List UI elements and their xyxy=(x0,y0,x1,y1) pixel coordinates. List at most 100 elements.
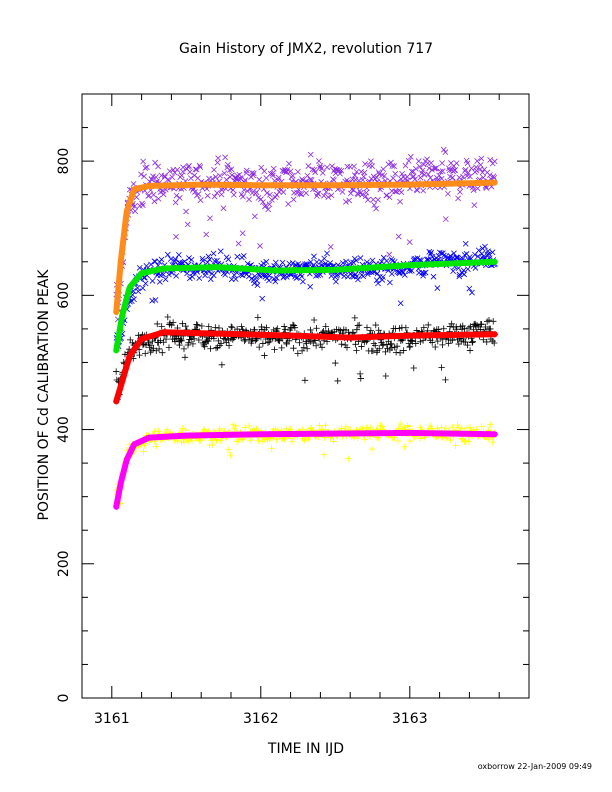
data-point xyxy=(220,205,227,212)
data-point xyxy=(184,221,191,228)
data-point xyxy=(341,273,348,280)
data-point xyxy=(199,258,206,264)
y-tick-label: 600 xyxy=(56,282,72,309)
data-point xyxy=(258,438,266,445)
data-point xyxy=(180,438,188,446)
data-point xyxy=(241,424,249,431)
data-point xyxy=(287,168,294,175)
data-point xyxy=(397,198,403,205)
data-point xyxy=(369,163,376,169)
data-point xyxy=(180,164,186,171)
data-point xyxy=(184,270,190,277)
data-point xyxy=(173,192,180,199)
fit-point xyxy=(128,281,135,288)
data-point xyxy=(470,321,478,328)
fit-curve-3 xyxy=(113,258,498,354)
data-point xyxy=(136,351,143,359)
data-point xyxy=(313,325,320,332)
data-point xyxy=(211,166,217,173)
fit-line xyxy=(113,429,498,510)
data-point xyxy=(273,275,280,281)
data-point xyxy=(472,265,479,271)
data-point xyxy=(160,191,167,198)
data-point xyxy=(210,272,217,279)
data-point xyxy=(439,168,446,175)
data-point xyxy=(205,323,212,330)
data-point xyxy=(225,342,233,349)
data-point xyxy=(483,185,490,191)
data-point xyxy=(452,167,459,173)
data-point xyxy=(214,189,220,196)
data-point xyxy=(269,172,276,179)
data-point xyxy=(266,277,272,284)
data-point xyxy=(359,177,366,183)
data-point xyxy=(380,274,386,280)
data-point xyxy=(142,280,149,287)
data-point xyxy=(227,323,235,330)
data-point xyxy=(361,436,369,443)
data-point xyxy=(325,194,332,201)
data-point xyxy=(383,192,390,199)
data-point xyxy=(181,258,188,265)
data-point xyxy=(449,174,456,181)
fit-point xyxy=(128,193,135,200)
data-point xyxy=(382,348,389,356)
data-point xyxy=(396,349,404,357)
data-point xyxy=(491,174,498,181)
data-point xyxy=(318,165,325,172)
data-point xyxy=(455,195,462,202)
fit-point xyxy=(114,394,121,401)
data-point xyxy=(381,173,388,179)
data-point xyxy=(217,340,225,347)
data-point xyxy=(405,158,412,164)
data-point xyxy=(422,269,429,276)
data-point xyxy=(296,339,303,346)
data-point xyxy=(359,191,365,198)
y-tick-label: 400 xyxy=(56,416,72,443)
data-point xyxy=(200,426,208,433)
data-point xyxy=(186,275,193,282)
data-point xyxy=(322,323,329,330)
data-point xyxy=(440,146,447,153)
data-point xyxy=(176,195,183,201)
data-point xyxy=(227,451,234,459)
data-point xyxy=(246,196,252,203)
data-point xyxy=(305,163,312,169)
data-point xyxy=(279,259,286,266)
data-point xyxy=(442,425,450,432)
data-point xyxy=(169,319,177,326)
fit-point xyxy=(114,497,121,504)
data-point xyxy=(434,337,441,345)
data-point xyxy=(193,166,200,173)
data-point xyxy=(269,170,276,177)
data-point xyxy=(256,343,263,351)
data-point xyxy=(157,337,164,344)
data-point xyxy=(228,324,236,331)
data-point xyxy=(406,343,414,350)
data-point xyxy=(271,346,278,353)
data-point xyxy=(301,377,309,384)
data-point xyxy=(205,253,212,260)
data-point xyxy=(465,324,473,332)
data-point xyxy=(214,257,220,264)
data-point xyxy=(150,191,157,198)
data-point xyxy=(263,324,270,331)
data-point xyxy=(439,341,446,349)
data-point xyxy=(297,190,303,197)
data-point xyxy=(358,343,365,350)
fit-point xyxy=(125,204,132,211)
data-point xyxy=(361,169,368,176)
data-point xyxy=(158,323,165,330)
data-point xyxy=(308,177,315,183)
data-point xyxy=(278,344,285,352)
data-point xyxy=(209,441,216,449)
data-point xyxy=(391,163,398,170)
data-point xyxy=(285,337,293,345)
data-point xyxy=(406,437,414,445)
data-point xyxy=(397,420,405,428)
data-point xyxy=(416,435,424,442)
data-point xyxy=(316,164,323,171)
data-point xyxy=(259,340,267,347)
data-point xyxy=(401,443,408,451)
fit-point xyxy=(119,378,126,385)
